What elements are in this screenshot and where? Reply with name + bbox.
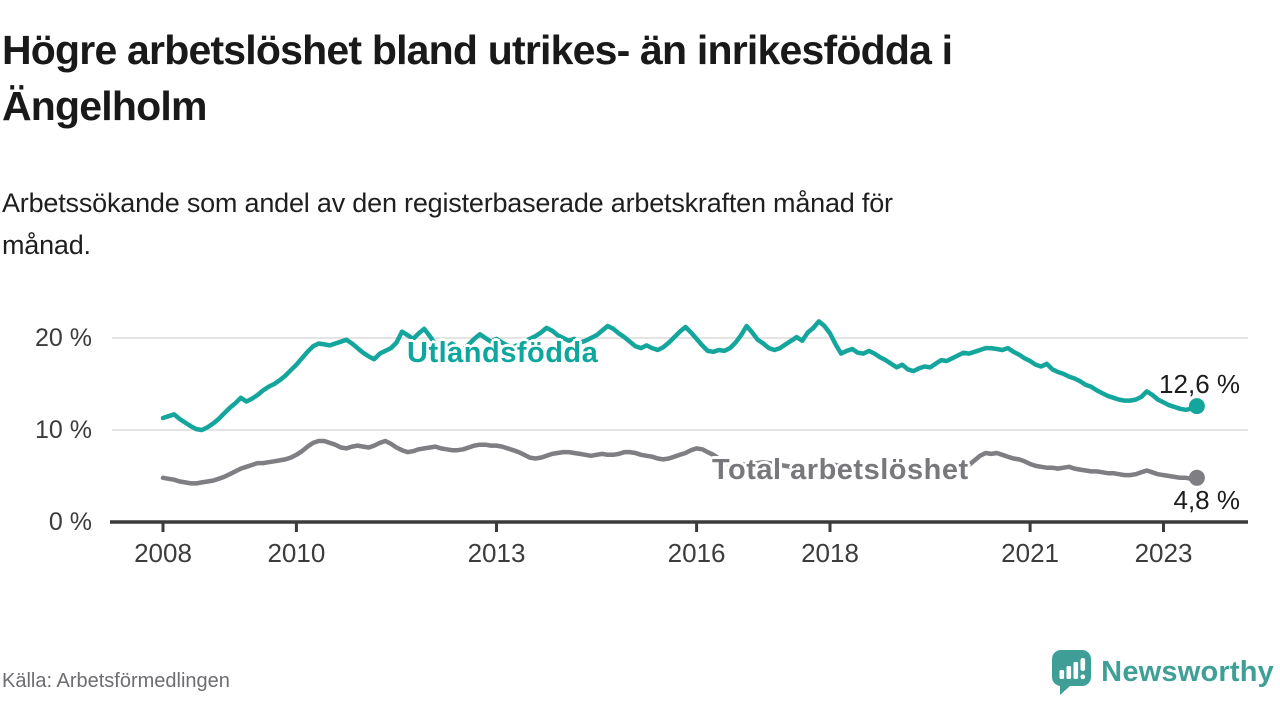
newsworthy-wordmark: Newsworthy: [1101, 656, 1274, 688]
x-tick-label-2010: 2010: [267, 538, 325, 568]
series-line-1: [160, 438, 1200, 486]
series-line-0: [160, 319, 1200, 433]
title-line-2: Ängelholm: [2, 83, 207, 129]
newsworthy-bubble-icon: [1052, 650, 1092, 695]
end-value-label-utlandsfodda: 12,6 %: [1159, 369, 1240, 399]
series-label-utlandsfodda: Utlandsfödda: [407, 337, 599, 369]
y-axis-label-0: 0 %: [48, 508, 92, 536]
series-end-dot-1: [1188, 469, 1205, 486]
end-value-label-total: 4,8 %: [1173, 485, 1241, 515]
chart-canvas: 2008 2010 2013 2016 2018 2021 2023: [110, 319, 1248, 568]
x-tick-label-2013: 2013: [468, 538, 526, 568]
newsworthy-logo: Newsworthy: [1051, 649, 1274, 696]
x-tick-label-2008: 2008: [134, 538, 192, 568]
y-axis-label-20: 20 %: [35, 324, 92, 352]
series-end-dot-0: [1188, 398, 1205, 415]
y-axis-label-10: 10 %: [35, 416, 92, 444]
page-title: Högre arbetslöshet bland utrikes- än inr…: [2, 22, 1272, 134]
chart-subtitle: Arbetssökande som andel av den registerb…: [2, 182, 1272, 266]
title-line-1: Högre arbetslöshet bland utrikes- än inr…: [2, 27, 953, 73]
x-axis-ticks: 2008 2010 2013 2016 2018 2021 2023: [134, 522, 1192, 568]
subtitle-line-2: månad.: [2, 230, 91, 260]
x-tick-label-2021: 2021: [1001, 538, 1059, 568]
x-tick-label-2018: 2018: [801, 538, 859, 568]
subtitle-line-1: Arbetssökande som andel av den registerb…: [2, 188, 893, 218]
series-layer: [160, 319, 1205, 486]
source-note: Källa: Arbetsförmedlingen: [2, 670, 230, 692]
x-tick-label-2016: 2016: [668, 538, 726, 568]
x-tick-label-2023: 2023: [1135, 538, 1193, 568]
series-label-total-arbetsloshet: Total arbetslöshet: [712, 454, 969, 486]
